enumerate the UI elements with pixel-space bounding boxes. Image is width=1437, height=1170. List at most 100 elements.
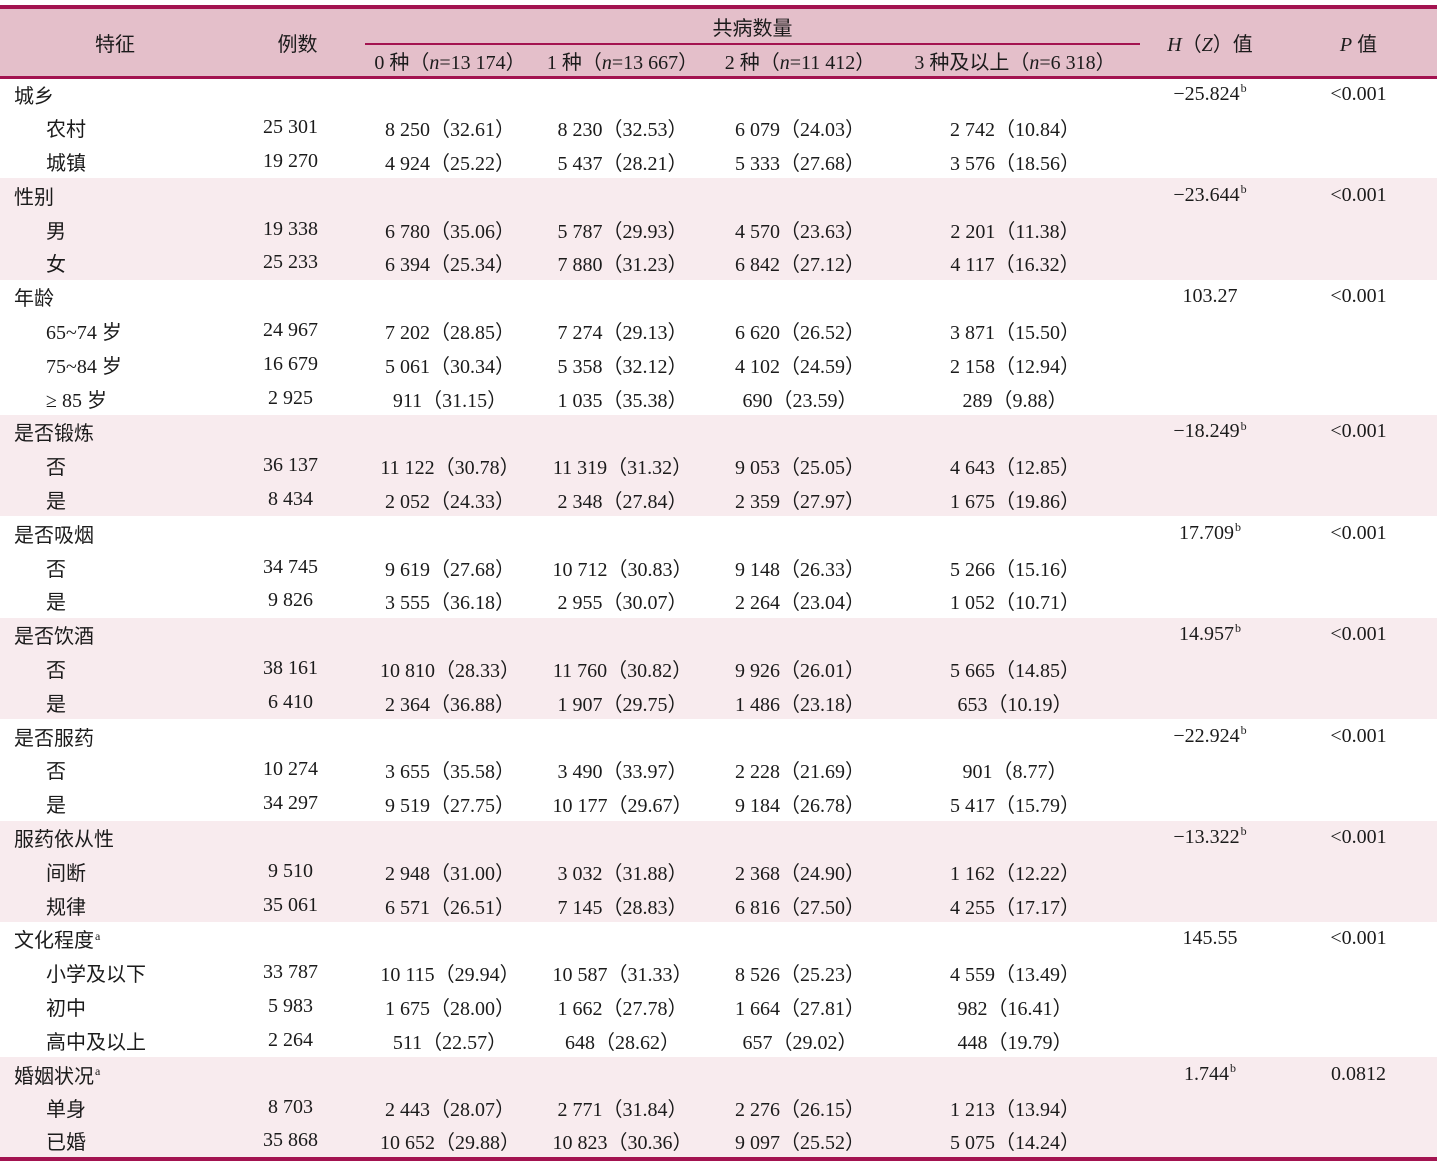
count-3-value: 1 052（10.71）: [890, 583, 1140, 618]
table-header: 特征 例数 共病数量 H（Z）值 P 值 0 种（n=13 174） 1 种（n…: [0, 7, 1437, 79]
hz-value: 1.744b: [1140, 1057, 1280, 1091]
count-2-value: 6 079（24.03）: [710, 110, 890, 145]
count-1-value: 3 032（31.88）: [535, 854, 710, 889]
count-3-value: 2 742（10.84）: [890, 110, 1140, 145]
cases-value: 36 137: [230, 448, 365, 483]
cases-value: 6 410: [230, 685, 365, 720]
data-row: 否 10 274 3 655（35.58） 3 490（33.97） 2 228（21.…: [0, 752, 1437, 787]
group-label: 服药依从性: [0, 820, 1140, 855]
cases-value: 25 301: [230, 110, 365, 145]
group-row: 服药依从性 −13.322b <0.001: [0, 820, 1437, 855]
group-label: 是否服药: [0, 719, 1140, 753]
cases-value: 19 338: [230, 212, 365, 246]
comorbidity-table: 特征 例数 共病数量 H（Z）值 P 值 0 种（n=13 174） 1 种（n…: [0, 5, 1437, 1161]
count-3-value: 5 266（15.16）: [890, 550, 1140, 584]
data-row: 间断 9 510 2 948（31.00） 3 032（31.88） 2 368（24.…: [0, 854, 1437, 889]
hz-empty: [1140, 144, 1280, 179]
hz-empty: [1140, 1090, 1280, 1125]
count-2-value: 9 097（25.52）: [710, 1124, 890, 1159]
row-label: 农村: [0, 110, 230, 145]
count-3-value: 4 117（16.32）: [890, 245, 1140, 280]
group-label: 是否饮酒: [0, 617, 1140, 652]
count-1-value: 2 955（30.07）: [535, 583, 710, 618]
hz-value: −22.924b: [1140, 719, 1280, 753]
p-label-rest: 值: [1352, 33, 1378, 56]
hz-empty: [1140, 854, 1280, 889]
count-1-value: 10 823（30.36）: [535, 1124, 710, 1159]
hz-empty: [1140, 685, 1280, 720]
n-italic: n: [601, 51, 612, 74]
group-label: 年龄: [0, 279, 1140, 314]
p-empty: [1280, 1124, 1437, 1159]
data-row: 小学及以下 33 787 10 115（29.94） 10 587（31.33） 8 5…: [0, 955, 1437, 990]
count-1-value: 1 907（29.75）: [535, 685, 710, 720]
hz-value: −25.824b: [1140, 77, 1280, 111]
count-0-value: 2 443（28.07）: [365, 1090, 535, 1125]
data-row: 女 25 233 6 394（25.34） 7 880（31.23） 6 842（27.…: [0, 245, 1437, 280]
hz-z-italic: Z: [1201, 33, 1213, 56]
p-empty: [1280, 583, 1437, 618]
footnote-marker: a: [95, 1063, 101, 1078]
cases-value: 10 274: [230, 752, 365, 787]
header-text: 3 种及以上（: [914, 51, 1030, 74]
group-row: 是否饮酒 14.957b <0.001: [0, 617, 1437, 652]
p-empty: [1280, 989, 1437, 1024]
count-3-value: 1 162（12.22）: [890, 854, 1140, 889]
count-2-value: 4 570（23.63）: [710, 212, 890, 246]
n-italic: n: [429, 51, 440, 74]
data-row: 单身 8 703 2 443（28.07） 2 771（31.84） 2 276（26.…: [0, 1090, 1437, 1125]
header-text: 0 种（: [374, 51, 430, 74]
footnote-marker: a: [95, 928, 101, 943]
col-header-count-3: 3 种及以上（n=6 318）: [890, 44, 1140, 79]
p-empty: [1280, 550, 1437, 584]
group-label: 性别: [0, 178, 1140, 213]
count-2-value: 657（29.02）: [710, 1023, 890, 1058]
hz-empty: [1140, 313, 1280, 348]
group-row: 是否服药 −22.924b <0.001: [0, 719, 1437, 753]
header-text: 1 种（: [546, 51, 602, 74]
count-3-value: 653（10.19）: [890, 685, 1140, 720]
footnote-marker: b: [1240, 182, 1247, 197]
count-1-value: 5 358（32.12）: [535, 347, 710, 382]
p-value: <0.001: [1280, 921, 1437, 956]
count-2-value: 2 276（26.15）: [710, 1090, 890, 1125]
count-2-value: 9 148（26.33）: [710, 550, 890, 584]
count-2-value: 1 486（23.18）: [710, 685, 890, 720]
cases-value: 19 270: [230, 144, 365, 179]
count-2-value: 6 842（27.12）: [710, 245, 890, 280]
count-0-value: 2 948（31.00）: [365, 854, 535, 889]
row-label: 城镇: [0, 144, 230, 179]
data-row: 已婚 35 868 10 652（29.88） 10 823（30.36） 9 097（…: [0, 1124, 1437, 1159]
count-2-value: 2 264（23.04）: [710, 583, 890, 618]
cases-value: 25 233: [230, 245, 365, 280]
header-text: =13 667）: [611, 51, 699, 74]
count-2-value: 9 053（25.05）: [710, 448, 890, 483]
row-label: 75~84 岁: [0, 347, 230, 382]
count-2-value: 9 184（26.78）: [710, 786, 890, 821]
count-3-value: 3 871（15.50）: [890, 313, 1140, 348]
count-0-value: 9 519（27.75）: [365, 786, 535, 821]
count-1-value: 10 587（31.33）: [535, 955, 710, 990]
count-2-value: 690（23.59）: [710, 381, 890, 415]
data-row: 规律 35 061 6 571（26.51） 7 145（28.83） 6 816（27…: [0, 888, 1437, 922]
count-1-value: 7 274（29.13）: [535, 313, 710, 348]
footnote-marker: b: [1235, 520, 1241, 535]
hz-value: 17.709b: [1140, 516, 1280, 551]
col-header-count-2: 2 种（n=11 412）: [710, 44, 890, 79]
count-0-value: 2 364（36.88）: [365, 685, 535, 720]
row-label: 是: [0, 786, 230, 821]
cases-value: 38 161: [230, 651, 365, 686]
p-value: <0.001: [1280, 77, 1437, 111]
count-3-value: 2 201（11.38）: [890, 212, 1140, 246]
p-empty: [1280, 313, 1437, 348]
data-row: 高中及以上 2 264 511（22.57） 648（28.62） 657（29.02）…: [0, 1023, 1437, 1058]
p-empty: [1280, 212, 1437, 246]
group-row: 性别 −23.644b <0.001: [0, 178, 1437, 213]
hz-empty: [1140, 989, 1280, 1024]
hz-value: 14.957b: [1140, 617, 1280, 652]
data-row: 否 34 745 9 619（27.68） 10 712（30.83） 9 148（26…: [0, 550, 1437, 584]
count-3-value: 2 158（12.94）: [890, 347, 1140, 382]
hz-empty: [1140, 752, 1280, 787]
count-3-value: 1 675（19.86）: [890, 482, 1140, 517]
